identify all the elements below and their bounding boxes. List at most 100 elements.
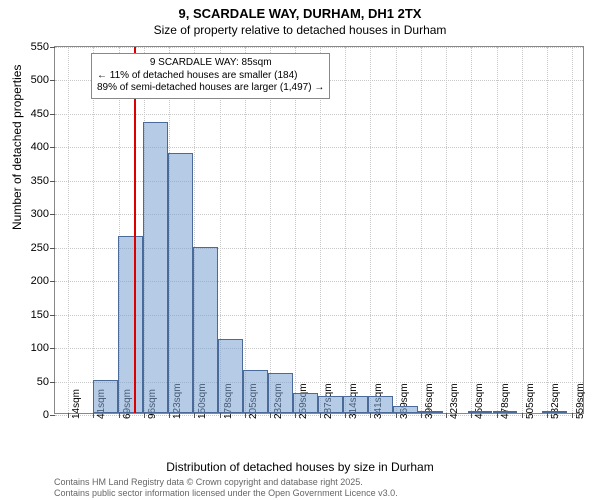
ytick-mark [50, 214, 55, 215]
xtick-mark [370, 413, 371, 418]
gridline-v [245, 47, 246, 413]
histogram-bar [93, 380, 118, 413]
gridline-v [370, 47, 371, 413]
xtick-label: 450sqm [474, 383, 485, 419]
xtick-label: 14sqm [71, 389, 82, 419]
marker-line [134, 47, 136, 413]
gridline-v [522, 47, 523, 413]
gridline-v [547, 47, 548, 413]
xtick-mark [295, 413, 296, 418]
chart-subtitle: Size of property relative to detached ho… [0, 23, 600, 41]
xtick-mark [169, 413, 170, 418]
gridline-v [68, 47, 69, 413]
histogram-bar [318, 396, 343, 413]
histogram-bar [393, 406, 418, 413]
histogram-bar [293, 393, 318, 413]
xtick-mark [446, 413, 447, 418]
histogram-bar [168, 153, 193, 413]
histogram-bar [493, 411, 518, 413]
gridline-v [295, 47, 296, 413]
histogram-bar [243, 370, 268, 413]
ytick-mark [50, 415, 55, 416]
histogram-bar [368, 396, 393, 413]
footer-attribution: Contains HM Land Registry data © Crown c… [54, 477, 398, 498]
xtick-mark [497, 413, 498, 418]
gridline-v [471, 47, 472, 413]
xtick-mark [547, 413, 548, 418]
xtick-mark [144, 413, 145, 418]
info-box-line-1: 9 SCARDALE WAY: 85sqm [97, 57, 324, 70]
xtick-mark [345, 413, 346, 418]
xtick-label: 505sqm [525, 383, 536, 419]
info-box-line-3: 89% of semi-detached houses are larger (… [97, 82, 324, 95]
gridline-v [572, 47, 573, 413]
ytick-mark [50, 382, 55, 383]
gridline-v [320, 47, 321, 413]
ytick-mark [50, 47, 55, 48]
histogram-bar [193, 247, 218, 413]
chart-title: 9, SCARDALE WAY, DURHAM, DH1 2TX [0, 0, 600, 23]
xtick-mark [119, 413, 120, 418]
ytick-label: 150 [31, 309, 49, 321]
ytick-label: 550 [31, 41, 49, 53]
ytick-mark [50, 315, 55, 316]
xtick-mark [396, 413, 397, 418]
xtick-label: 478sqm [500, 383, 511, 419]
info-box-line-2: ← 11% of detached houses are smaller (18… [97, 70, 324, 83]
ytick-label: 50 [37, 376, 49, 388]
gridline-v [396, 47, 397, 413]
ytick-label: 200 [31, 275, 49, 287]
xtick-mark [270, 413, 271, 418]
gridline-v [421, 47, 422, 413]
ytick-mark [50, 281, 55, 282]
xtick-mark [68, 413, 69, 418]
gridline-v [497, 47, 498, 413]
xtick-mark [421, 413, 422, 418]
footer-line-1: Contains HM Land Registry data © Crown c… [54, 477, 398, 487]
histogram-bar [143, 122, 168, 413]
histogram-bar [542, 411, 567, 413]
ytick-label: 100 [31, 342, 49, 354]
histogram-bar [343, 396, 368, 413]
xtick-label: 423sqm [449, 383, 460, 419]
histogram-bar [468, 411, 493, 413]
histogram-bar [118, 236, 143, 413]
footer-line-2: Contains public sector information licen… [54, 488, 398, 498]
histogram-bar [418, 411, 443, 413]
ytick-mark [50, 147, 55, 148]
histogram-bar [268, 373, 293, 413]
ytick-mark [50, 80, 55, 81]
xtick-mark [194, 413, 195, 418]
gridline-v [345, 47, 346, 413]
gridline-v [270, 47, 271, 413]
plot-area: 05010015020025030035040045050055014sqm41… [54, 46, 584, 414]
xtick-label: 396sqm [424, 383, 435, 419]
xtick-label: 369sqm [399, 383, 410, 419]
ytick-mark [50, 348, 55, 349]
xtick-label: 559sqm [575, 383, 586, 419]
ytick-mark [50, 181, 55, 182]
xtick-mark [522, 413, 523, 418]
xtick-mark [471, 413, 472, 418]
x-axis-title: Distribution of detached houses by size … [0, 460, 600, 474]
xtick-mark [320, 413, 321, 418]
y-axis-title: Number of detached properties [10, 65, 24, 230]
xtick-mark [93, 413, 94, 418]
gridline-v [446, 47, 447, 413]
xtick-mark [220, 413, 221, 418]
ytick-label: 350 [31, 175, 49, 187]
ytick-label: 450 [31, 108, 49, 120]
ytick-label: 0 [43, 409, 49, 421]
info-box: 9 SCARDALE WAY: 85sqm← 11% of detached h… [91, 53, 330, 99]
ytick-label: 250 [31, 242, 49, 254]
xtick-mark [572, 413, 573, 418]
xtick-label: 532sqm [550, 383, 561, 419]
ytick-mark [50, 114, 55, 115]
histogram-bar [218, 339, 243, 413]
ytick-label: 500 [31, 74, 49, 86]
xtick-mark [245, 413, 246, 418]
ytick-label: 300 [31, 208, 49, 220]
ytick-mark [50, 248, 55, 249]
gridline-v [93, 47, 94, 413]
ytick-label: 400 [31, 141, 49, 153]
